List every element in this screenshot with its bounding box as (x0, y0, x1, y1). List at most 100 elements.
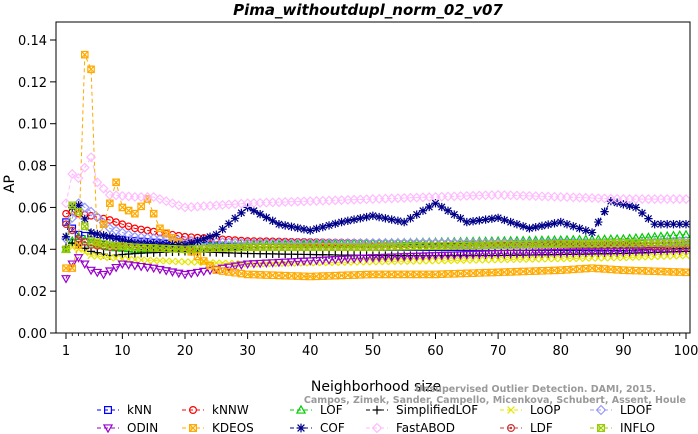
point-COF-75 (525, 224, 534, 233)
point-COF-50 (368, 211, 378, 220)
point-ODIN-39 (299, 257, 309, 267)
point-ODIN-55 (399, 253, 410, 262)
x-tick-label-100: 100 (674, 344, 698, 359)
point-COF-11 (124, 237, 133, 246)
point-KDEOS-4 (80, 50, 89, 59)
point-ODIN-29 (236, 261, 247, 271)
point-ODIN-73 (512, 249, 522, 259)
point-ODIN-7 (98, 270, 109, 280)
point-ODIN-47 (349, 255, 359, 264)
point-COF-60 (431, 199, 440, 208)
point-COF-84 (581, 226, 590, 235)
point-kNNW-1 (62, 209, 70, 218)
x-tick-label-50: 50 (365, 344, 382, 359)
point-LOF-93 (637, 232, 648, 242)
y-tick-label-2: 0.04 (18, 243, 47, 258)
point-LoOP-97 (663, 252, 671, 260)
point-ODIN-42 (317, 256, 328, 266)
point-LoOP-87 (600, 254, 609, 262)
point-COF-26 (218, 225, 227, 234)
point-FastABOD-5 (86, 152, 97, 163)
point-ODIN-70 (493, 249, 503, 259)
point-FastABOD-6 (92, 177, 103, 188)
point-ODIN-45 (336, 255, 347, 265)
point-FastABOD-9 (111, 190, 122, 201)
point-COF-99 (675, 220, 684, 229)
point-ODIN-51 (374, 253, 385, 263)
point-FastABOD-11 (123, 191, 134, 202)
point-COF-88 (606, 196, 616, 206)
legend-label-KDEOS: KDEOS (212, 421, 254, 434)
point-FastABOD-16 (154, 194, 165, 205)
point-FastABOD-80 (555, 191, 566, 202)
point-COF-3 (74, 201, 83, 210)
point-COF-94 (644, 214, 653, 223)
point-COF-70 (493, 213, 503, 223)
point-ODIN-28 (230, 262, 240, 272)
point-FastABOD-17 (161, 196, 172, 207)
point-ODIN-32 (255, 259, 266, 269)
point-COF-74 (519, 222, 528, 231)
plot-area (60, 50, 690, 284)
point-COF-67 (475, 216, 484, 225)
point-COF-83 (575, 224, 584, 233)
point-ODIN-64 (455, 251, 466, 260)
legend-label-LOF: LOF (320, 403, 343, 417)
point-LoOP-9 (112, 254, 120, 262)
point-COF-34 (268, 216, 277, 225)
point-KDEOS-2 (68, 264, 77, 272)
point-KDEOS-35 (275, 271, 283, 280)
point-COF-66 (468, 217, 478, 226)
y-tick-label-4: 0.08 (18, 160, 47, 175)
x-tick-label-60: 60 (427, 344, 444, 359)
point-LOF-96 (656, 231, 666, 240)
point-ODIN-31 (249, 260, 259, 269)
x-tick-label-10: 10 (114, 344, 131, 359)
point-LOF-80 (555, 234, 566, 244)
point-ODIN-79 (549, 249, 560, 258)
point-COF-23 (199, 234, 208, 243)
point-LoOP-67 (475, 256, 483, 264)
series-FastABOD (60, 152, 690, 213)
point-LDOF-6 (92, 212, 103, 223)
point-LoOP-62 (444, 256, 452, 265)
point-ODIN-85 (587, 248, 597, 257)
point-LDOF-26 (217, 237, 228, 248)
point-LoOP-33 (262, 259, 271, 268)
legend-marker-LoOP (507, 406, 515, 414)
point-ODIN-41 (311, 257, 322, 266)
point-LoOP-99 (676, 252, 684, 260)
point-KDEOS-73 (513, 267, 521, 276)
plot-frame (55, 21, 691, 334)
point-LDOF-2 (67, 212, 78, 223)
point-COF-93 (638, 208, 647, 218)
point-ODIN-14 (142, 263, 153, 273)
legend-label-kNNW: kNNW (212, 403, 249, 417)
point-FastABOD-15 (148, 191, 159, 202)
point-LoOP-88 (607, 254, 615, 262)
point-LoOP-34 (269, 259, 277, 268)
point-ODIN-15 (148, 264, 159, 274)
legend-label-COF: COF (320, 421, 345, 434)
point-ODIN-8 (104, 267, 115, 276)
legend-item-LDF: LDF (500, 421, 553, 434)
point-KDEOS-54 (394, 270, 402, 279)
point-ODIN-75 (524, 249, 535, 258)
point-COF-37 (287, 222, 296, 231)
x-tick-label-70: 70 (490, 344, 507, 359)
point-FastABOD-75 (524, 190, 535, 201)
point-COF-95 (650, 220, 659, 229)
point-ODIN-72 (505, 249, 516, 259)
point-COF-96 (656, 220, 666, 229)
point-KDEOS-13 (137, 202, 145, 211)
point-COF-55 (400, 217, 409, 227)
point-FastABOD-72 (505, 190, 516, 201)
point-ODIN-48 (355, 254, 366, 264)
legend-marker-LOF (295, 404, 307, 414)
point-COF-38 (293, 223, 302, 233)
point-LDOF-25 (211, 236, 222, 247)
legend-item-LOF: LOF (290, 403, 343, 417)
point-ODIN-4 (79, 260, 90, 269)
legend-item-LDOF: LDOF (590, 403, 652, 417)
point-FastABOD-79 (549, 191, 560, 202)
